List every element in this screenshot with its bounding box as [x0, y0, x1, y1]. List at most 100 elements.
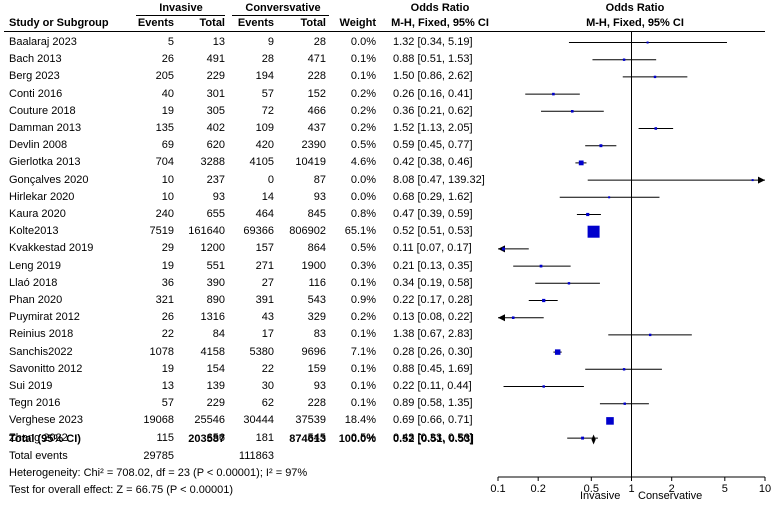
events-invasive: 36 [161, 276, 174, 289]
or-plot-title: Odds Ratio [605, 2, 665, 14]
events-invasive: 10 [161, 173, 174, 186]
study-weight: 18.4% [344, 414, 376, 427]
study-column-header: Study or Subgroup [9, 17, 109, 29]
events-invasive: 115 [156, 431, 174, 444]
events-conservative: 5380 [249, 345, 274, 358]
events-invasive: 19 [161, 104, 174, 117]
events1-column-header: Events [137, 17, 174, 29]
table-row: Leng 2019 19 551 271 1900 0.3% 0.21 [0.13, 0.3… [0, 259, 500, 275]
total-invasive: 491 [206, 53, 225, 66]
total-invasive: 93 [212, 190, 225, 203]
table-row: Kaura 2020 240 655 464 845 0.8% 0.47 [0.39, 0.… [0, 207, 500, 223]
study-or-text: 0.42 [0.38, 0.46] [393, 156, 473, 169]
events-invasive: 10 [161, 190, 174, 203]
events-invasive: 57 [161, 397, 174, 410]
table-row: Puymirat 2012 26 1316 43 329 0.2% 0.13 [0.08, … [0, 310, 500, 326]
ci-arrow-left [498, 245, 505, 253]
point-estimate [502, 247, 505, 251]
study-weight: 0.1% [350, 397, 376, 410]
study-or-text: 1.50 [0.86, 2.62] [393, 70, 473, 83]
events-invasive: 26 [161, 311, 174, 324]
total1-column-header: Total [199, 17, 225, 29]
table-row: Damman 2013 135 402 109 437 0.2% 1.52 [1.13, 2… [0, 121, 500, 137]
events-conservative: 0 [267, 173, 274, 186]
heterogeneity-text: Heterogeneity: Chi² = 708.02, df = 23 (P… [9, 467, 308, 479]
total-conservative: 116 [308, 276, 326, 289]
point-estimate [599, 144, 603, 148]
study-weight: 0.2% [350, 87, 376, 100]
study-or-text: 1.32 [0.34, 5.19] [393, 36, 473, 48]
events-invasive: 1078 [149, 345, 174, 358]
study-or-text: 0.68 [0.29, 1.62] [393, 190, 473, 203]
events-conservative: 22 [261, 362, 274, 375]
point-estimate [623, 402, 626, 405]
events-conservative: 17 [261, 328, 274, 341]
events-conservative: 420 [255, 139, 274, 152]
study-name: Gierlotka 2013 [9, 156, 81, 169]
study-name: Bach 2013 [9, 53, 62, 66]
total1-value: 203587 [188, 433, 225, 445]
total-events-invasive: 29785 [143, 450, 174, 462]
study-weight: 0.0% [350, 36, 376, 48]
table-row: Hirlekar 2020 10 93 14 93 0.0% 0.68 [0.29, 1.6… [0, 190, 500, 206]
point-estimate [622, 58, 626, 61]
total-invasive: 154 [206, 362, 225, 375]
study-name: Sui 2019 [9, 380, 53, 392]
study-or-text: 0.69 [0.66, 0.71] [393, 414, 473, 427]
events-conservative: 28 [261, 53, 274, 66]
ci-arrow-left [498, 314, 505, 322]
point-estimate [646, 41, 649, 44]
total-weight: 100.0% [338, 433, 376, 445]
study-or-text: 0.26 [0.16, 0.41] [393, 87, 473, 100]
study-name: Conti 2016 [9, 87, 63, 100]
point-estimate [542, 385, 545, 388]
events-invasive: 19068 [143, 414, 174, 427]
study-or-text: 1.38 [0.67, 2.83] [393, 328, 473, 341]
table-row: Llaó 2018 36 390 27 116 0.1% 0.34 [0.19, 0.58] [0, 276, 500, 292]
events-invasive: 29 [161, 242, 174, 255]
ci-arrow-right [758, 176, 765, 184]
study-or-text: 0.11 [0.07, 0.17] [393, 242, 472, 255]
table-row: Berg 2023 205 229 194 228 0.1% 1.50 [0.86, 2.6… [0, 69, 500, 85]
study-weight: 0.5% [350, 431, 376, 444]
events-conservative: 181 [255, 431, 274, 444]
x-tick-label: 2 [669, 483, 675, 495]
table-row: Gonçalves 2020 10 237 0 87 0.0% 8.08 [0.47, 13… [0, 173, 500, 189]
table-row: Tegn 2016 57 229 62 228 0.1% 0.89 [0.58, 1.35] [0, 396, 500, 412]
x-axis-ticks: 0.1 0.2 0.5 1 2 5 10 [490, 477, 771, 495]
events-conservative: 4105 [249, 156, 274, 169]
study-weight: 65.1% [344, 225, 376, 238]
invasive-header-rule [136, 15, 225, 16]
events-conservative: 9 [267, 36, 274, 48]
study-weight: 0.0% [350, 173, 376, 186]
study-weight: 4.6% [350, 156, 376, 169]
total2-value: 874613 [289, 433, 326, 445]
table-row: Couture 2018 19 305 72 466 0.2% 0.36 [0.21, 0.… [0, 104, 500, 120]
study-name: Gonçalves 2020 [9, 173, 89, 186]
study-name: Berg 2023 [9, 70, 60, 83]
study-name: Baalaraj 2023 [9, 36, 77, 48]
events-invasive: 40 [161, 87, 174, 100]
total-invasive: 13 [212, 36, 225, 48]
events-conservative: 27 [261, 276, 274, 289]
total-invasive: 161640 [188, 225, 225, 238]
events-invasive: 69 [161, 139, 174, 152]
total-invasive: 655 [206, 208, 225, 220]
point-estimate [622, 368, 626, 371]
study-weight: 0.1% [350, 53, 376, 66]
total-invasive: 229 [206, 70, 225, 83]
study-weight: 0.9% [350, 294, 376, 306]
table-row: Zhang 2022 115 656 181 545 0.5% 0.43 [0.33, 0.… [0, 431, 500, 447]
study-or-text: 0.89 [0.58, 1.35] [393, 397, 473, 410]
study-or-text: 0.28 [0.26, 0.30] [393, 345, 473, 358]
events-conservative: 72 [261, 104, 274, 117]
study-weight: 0.2% [350, 104, 376, 117]
study-or-text: 0.43 [0.33, 0.56] [393, 431, 473, 444]
total-conservative: 543 [307, 294, 326, 306]
total-conservative: 845 [307, 208, 326, 220]
events-conservative: 30444 [243, 414, 274, 427]
total-conservative: 37539 [295, 414, 326, 427]
total-invasive: 305 [206, 104, 225, 117]
